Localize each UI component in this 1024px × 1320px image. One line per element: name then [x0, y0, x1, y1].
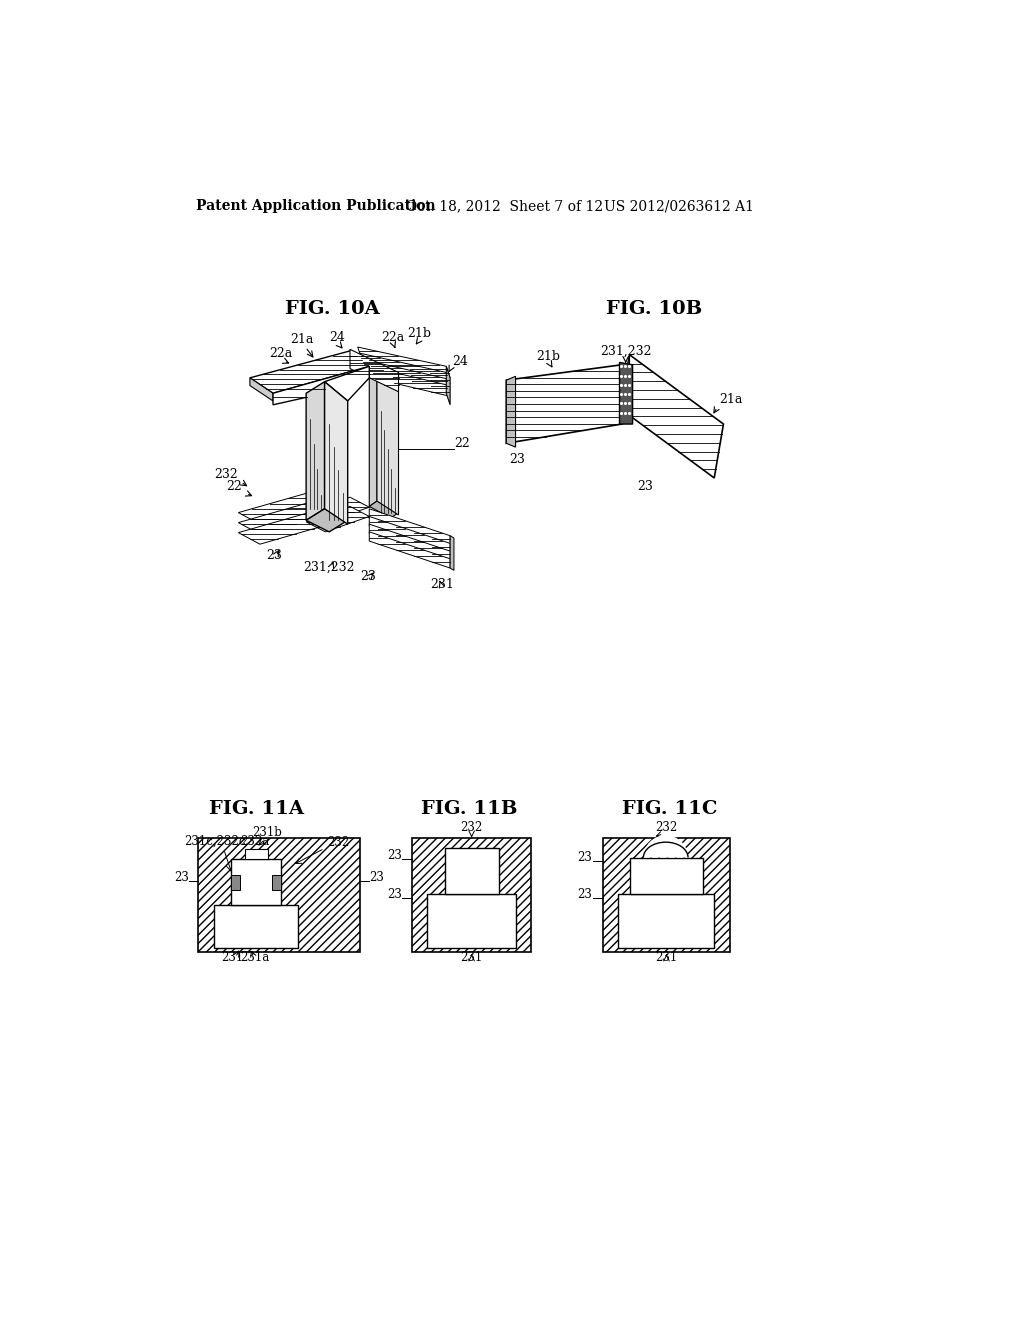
Text: Patent Application Publication: Patent Application Publication — [196, 199, 435, 213]
Bar — [272, 875, 282, 890]
Text: 24: 24 — [329, 331, 345, 345]
Polygon shape — [451, 536, 454, 570]
Polygon shape — [306, 498, 370, 523]
Text: 21a: 21a — [291, 333, 314, 346]
Polygon shape — [370, 372, 377, 507]
Polygon shape — [239, 513, 327, 544]
Polygon shape — [239, 503, 327, 535]
Text: 23: 23 — [509, 453, 525, 466]
Bar — [214, 906, 298, 948]
Text: 22: 22 — [454, 437, 470, 450]
Text: FIG. 10A: FIG. 10A — [285, 300, 380, 318]
Text: 232a: 232a — [241, 836, 270, 849]
Text: FIG. 10B: FIG. 10B — [606, 300, 702, 318]
Text: FIG. 11B: FIG. 11B — [421, 800, 517, 818]
Text: US 2012/0263612 A1: US 2012/0263612 A1 — [604, 199, 754, 213]
Text: 231c,232c: 231c,232c — [184, 836, 246, 849]
Polygon shape — [306, 507, 370, 532]
Polygon shape — [506, 376, 515, 447]
Text: 22: 22 — [226, 479, 243, 492]
Polygon shape — [306, 508, 348, 532]
Wedge shape — [643, 836, 688, 858]
Polygon shape — [306, 381, 325, 520]
Polygon shape — [362, 359, 451, 391]
Text: 231b: 231b — [253, 826, 283, 840]
Text: 23: 23 — [174, 871, 189, 883]
Text: 21a: 21a — [720, 393, 743, 407]
Polygon shape — [325, 367, 370, 401]
Text: 23: 23 — [266, 549, 282, 562]
Text: 22a: 22a — [269, 347, 292, 360]
Polygon shape — [370, 516, 451, 553]
Polygon shape — [360, 354, 451, 384]
Text: 231: 231 — [430, 578, 455, 591]
Text: 23: 23 — [387, 849, 401, 862]
Polygon shape — [446, 367, 451, 405]
Bar — [444, 847, 499, 894]
Polygon shape — [620, 363, 633, 424]
Text: 231: 231 — [461, 950, 482, 964]
Text: 23: 23 — [578, 887, 593, 900]
Polygon shape — [621, 355, 724, 478]
Bar — [245, 849, 267, 859]
Text: 232: 232 — [655, 821, 678, 834]
Bar — [630, 858, 702, 894]
Text: FIG. 11A: FIG. 11A — [209, 800, 303, 818]
Bar — [617, 894, 714, 948]
Polygon shape — [365, 366, 451, 396]
Bar — [427, 894, 515, 948]
Polygon shape — [621, 355, 630, 420]
Polygon shape — [370, 532, 451, 568]
Polygon shape — [370, 502, 398, 517]
Bar — [602, 838, 730, 952]
Polygon shape — [506, 364, 622, 444]
Text: 23: 23 — [387, 887, 401, 900]
Text: 231,232: 231,232 — [303, 561, 355, 573]
Text: 23: 23 — [637, 479, 653, 492]
Text: FIG. 11C: FIG. 11C — [622, 800, 717, 818]
Text: 231: 231 — [221, 950, 244, 964]
Polygon shape — [377, 372, 398, 515]
Bar — [412, 838, 531, 952]
Polygon shape — [357, 347, 451, 378]
Bar — [199, 838, 360, 952]
Text: 232: 232 — [327, 836, 349, 849]
Text: 232: 232 — [215, 469, 239, 480]
Polygon shape — [273, 367, 370, 405]
Polygon shape — [350, 350, 398, 392]
Text: Oct. 18, 2012  Sheet 7 of 12: Oct. 18, 2012 Sheet 7 of 12 — [407, 199, 603, 213]
Polygon shape — [370, 508, 451, 545]
Text: 231: 231 — [655, 950, 678, 964]
Polygon shape — [370, 524, 451, 561]
Text: 22a: 22a — [381, 331, 404, 345]
Text: 232b: 232b — [254, 928, 284, 941]
Text: 23: 23 — [370, 871, 384, 883]
Text: 231a: 231a — [241, 950, 270, 964]
Polygon shape — [250, 351, 370, 393]
Text: 24: 24 — [453, 355, 468, 368]
Text: 21b: 21b — [537, 350, 561, 363]
Bar — [230, 859, 282, 906]
Polygon shape — [250, 378, 273, 401]
Bar — [230, 875, 240, 890]
Polygon shape — [325, 381, 348, 524]
Text: 232: 232 — [461, 821, 482, 834]
Text: 231,232: 231,232 — [600, 345, 651, 358]
Text: 23: 23 — [578, 850, 593, 863]
Polygon shape — [239, 494, 327, 524]
Text: 21b: 21b — [408, 327, 431, 341]
Text: 23: 23 — [359, 570, 376, 583]
